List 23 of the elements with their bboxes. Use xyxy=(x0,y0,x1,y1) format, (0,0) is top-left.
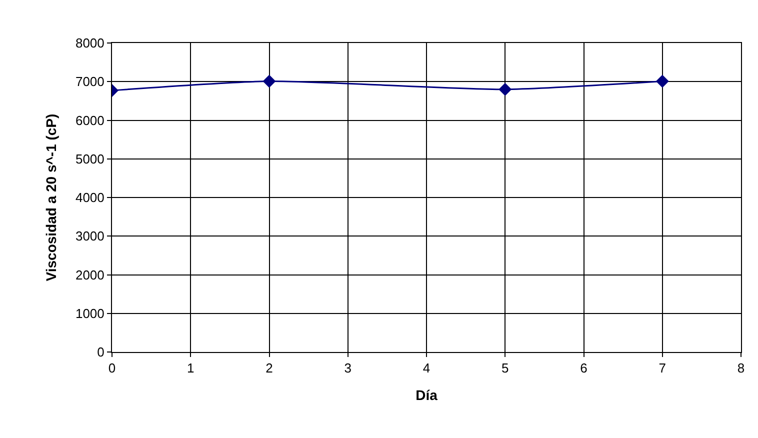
point xyxy=(498,82,512,96)
x-tick-label: 5 xyxy=(502,360,509,376)
y-tick-label: 7000 xyxy=(75,74,104,90)
x-tick-label: 2 xyxy=(266,360,273,376)
x-tick-label: 0 xyxy=(108,360,116,376)
x-tick-label: 4 xyxy=(422,360,430,376)
x-tick-label: 8 xyxy=(737,360,745,376)
y-tick-label: 1000 xyxy=(75,306,104,321)
y-tick-label: 2000 xyxy=(75,267,104,282)
y-tick-label: 6000 xyxy=(75,112,104,128)
y-tick-label: 8000 xyxy=(75,36,104,51)
y-tick-label: 5000 xyxy=(75,151,104,166)
x-tick-label: 1 xyxy=(187,360,194,376)
x-tick-label: 3 xyxy=(344,360,352,376)
x-axis-title: Día xyxy=(416,386,438,403)
x-tick-label: 7 xyxy=(658,360,666,376)
x-tick-label: 6 xyxy=(580,360,588,376)
point xyxy=(656,74,669,88)
y-axis-title: Viscosidad a 20 s^-1 (cP) xyxy=(43,114,60,282)
y-tick-label: 3000 xyxy=(75,228,104,244)
y-tick-label: 4000 xyxy=(75,190,104,206)
y-tick-label: 0 xyxy=(97,344,104,360)
point xyxy=(262,74,276,88)
